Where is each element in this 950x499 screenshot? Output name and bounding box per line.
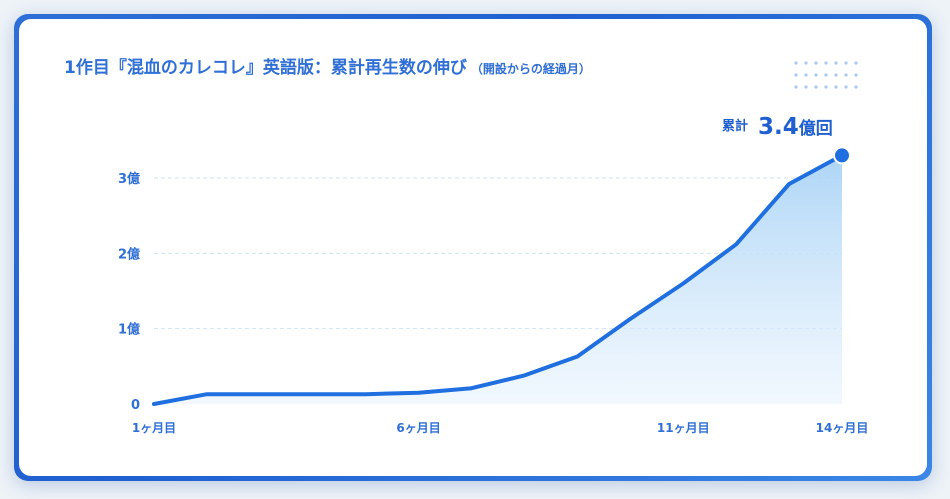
chart-subtitle: （開設からの経過月） (470, 62, 591, 76)
y-tick-label: 1億 (118, 322, 140, 338)
series-line (152, 153, 844, 406)
total-annotation: 累計 3.4億回 (722, 114, 833, 140)
series-area (154, 155, 842, 404)
decorative-dots (794, 61, 858, 89)
chart-title-text: 1作目『混血のカレコレ』英語版：累計再生数の伸び (64, 58, 467, 78)
total-unit: 億回 (798, 119, 833, 139)
total-value: 3.4 (758, 114, 799, 140)
end-point-marker (833, 146, 851, 165)
x-tick-label: 6ヶ月目 (396, 421, 440, 435)
x-tick-label: 1ヶ月目 (132, 421, 176, 435)
chart-title: 1作目『混血のカレコレ』英語版：累計再生数の伸び （開設からの経過月） (64, 53, 591, 78)
x-tick-label: 11ヶ月目 (657, 421, 710, 435)
total-label: 累計 (722, 119, 749, 134)
x-tick-label: 14ヶ月目 (816, 421, 869, 435)
y-tick-label: 3億 (118, 171, 140, 187)
y-tick-label: 2億 (118, 246, 140, 262)
y-tick-label: 0 (131, 398, 140, 413)
